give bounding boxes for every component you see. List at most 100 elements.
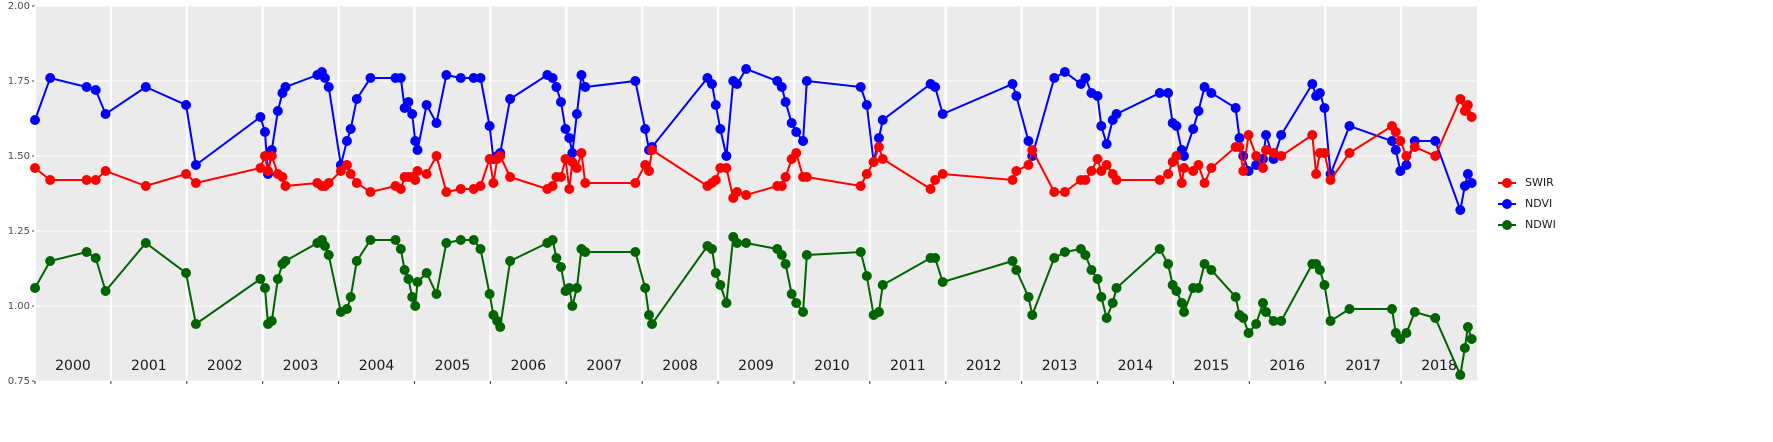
point — [30, 163, 40, 173]
point — [1276, 130, 1287, 140]
point — [855, 181, 866, 191]
point — [564, 133, 575, 143]
year-label: 2009 — [738, 358, 774, 374]
point — [732, 238, 743, 248]
point — [721, 151, 732, 161]
point — [801, 76, 812, 86]
point — [741, 190, 752, 200]
point — [1251, 151, 1262, 161]
point — [365, 73, 376, 83]
point — [930, 175, 941, 185]
year-label: 2017 — [1345, 358, 1381, 374]
point — [30, 283, 40, 293]
point — [1101, 160, 1112, 170]
point — [30, 115, 40, 125]
point — [488, 178, 499, 188]
point — [1466, 178, 1477, 188]
point — [90, 85, 101, 95]
point — [190, 319, 201, 329]
point — [351, 256, 362, 266]
point — [1234, 142, 1245, 152]
point — [564, 184, 575, 194]
point — [1107, 298, 1118, 308]
point — [1193, 283, 1204, 293]
point — [1179, 307, 1190, 317]
point — [1276, 316, 1287, 326]
point — [1344, 121, 1355, 131]
point — [555, 172, 566, 182]
point — [801, 250, 812, 260]
point — [1234, 133, 1245, 143]
point — [1171, 151, 1182, 161]
year-label: 2011 — [890, 358, 926, 374]
point — [262, 166, 273, 176]
point — [181, 268, 192, 278]
point — [255, 112, 266, 122]
point — [861, 100, 872, 110]
point — [1455, 205, 1466, 215]
point — [715, 124, 726, 134]
point — [937, 109, 948, 119]
point — [873, 133, 884, 143]
point — [1011, 265, 1022, 275]
point — [791, 148, 802, 158]
point — [505, 172, 516, 182]
point — [710, 100, 721, 110]
point — [319, 241, 330, 251]
point — [801, 172, 812, 182]
point — [323, 250, 334, 260]
point — [81, 247, 92, 257]
point — [547, 73, 558, 83]
point — [1230, 292, 1241, 302]
point — [259, 127, 270, 137]
point — [441, 70, 452, 80]
point — [547, 181, 558, 191]
point — [776, 82, 787, 92]
point — [421, 169, 432, 179]
point — [1092, 154, 1103, 164]
point — [1092, 91, 1103, 101]
point — [741, 238, 752, 248]
point — [937, 277, 948, 287]
point — [1462, 169, 1473, 179]
point — [1462, 100, 1473, 110]
point — [1154, 244, 1165, 254]
point — [319, 73, 330, 83]
point — [45, 175, 56, 185]
point — [1206, 265, 1217, 275]
point — [1462, 322, 1473, 332]
point — [925, 184, 936, 194]
point — [280, 181, 291, 191]
point — [81, 175, 92, 185]
point — [1023, 160, 1034, 170]
point — [90, 175, 101, 185]
point — [567, 301, 578, 311]
point — [140, 238, 151, 248]
point — [571, 163, 582, 173]
point — [1176, 178, 1187, 188]
point — [1395, 136, 1406, 146]
point — [181, 169, 192, 179]
point — [1049, 73, 1060, 83]
point — [395, 244, 406, 254]
point — [351, 94, 362, 104]
year-label: 2006 — [510, 358, 546, 374]
point — [1059, 67, 1070, 77]
point — [1193, 160, 1204, 170]
point — [930, 82, 941, 92]
point — [341, 160, 352, 170]
point — [412, 166, 423, 176]
point — [1080, 175, 1091, 185]
point — [1154, 175, 1165, 185]
point — [1238, 313, 1249, 323]
point — [861, 169, 872, 179]
point — [1325, 175, 1336, 185]
point — [877, 280, 888, 290]
point — [571, 109, 582, 119]
point — [495, 322, 506, 332]
year-label: 2002 — [207, 358, 243, 374]
point — [791, 127, 802, 137]
point — [431, 289, 442, 299]
point — [861, 271, 872, 281]
